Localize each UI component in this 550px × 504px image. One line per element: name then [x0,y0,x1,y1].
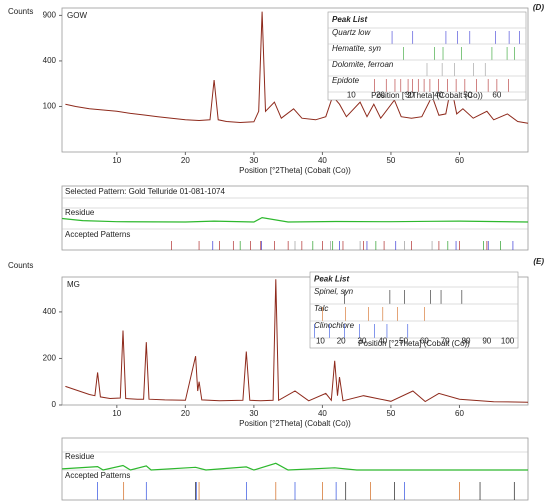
peak-axis-label: 20 [376,91,385,100]
x-axis-label: Position [°2Theta] (Cobalt (Co)) [239,419,351,428]
peak-axis-label: 40 [434,91,443,100]
plot-frame [61,7,529,153]
pattern-line [65,279,529,403]
sample-label: MG [67,280,80,289]
peak-axis-label: 40 [378,337,387,346]
x-axis-label: Position [°2Theta] (Cobalt (Co)) [239,166,351,175]
y-tick-label: 0 [52,400,57,409]
residue-line [61,216,529,223]
peak-axis-label: 100 [501,337,515,346]
phase-name: Clinochlore [314,321,355,330]
peak-axis-label: 10 [347,91,356,100]
x-tick-label: 60 [455,409,464,418]
peak-axis-label: 20 [337,337,346,346]
panel-label: (E) [533,257,544,266]
y-tick-label: 900 [43,10,57,19]
y-axis-label: Counts [8,261,33,270]
phase-name: Hematite, syn [332,44,381,53]
y-tick-label: 400 [43,56,57,65]
residue-label: Residue [65,208,95,217]
x-tick-label: 10 [112,156,121,165]
phase-name: Dolomite, ferroan [332,60,394,69]
peak-axis-label: 30 [405,91,414,100]
peak-axis-title: Position [°2Theta] (Cobalt (Co)) [371,91,483,100]
peak-axis-title: Position [°2Theta] (Cobalt (Co)) [358,339,470,348]
peak-axis-label: 80 [462,337,471,346]
peak-list-title: Peak List [314,275,349,284]
x-tick-label: 20 [181,409,190,418]
peak-list-box [327,11,527,101]
phase-name: Talc [314,304,328,313]
peak-axis-label: 90 [482,337,491,346]
x-tick-label: 30 [249,409,258,418]
residue-line [61,462,528,471]
peak-axis-label: 60 [492,91,501,100]
phase-name: Spinel, syn [314,287,354,296]
peak-axis-label: 50 [399,337,408,346]
x-tick-label: 20 [181,156,190,165]
residue-label: Residue [65,452,95,461]
y-tick-label: 400 [43,307,57,316]
x-tick-label: 40 [318,156,327,165]
phase-name: Quartz low [332,28,371,37]
peak-axis-label: 30 [358,337,367,346]
x-tick-label: 40 [318,409,327,418]
y-axis-label: Counts [8,7,33,16]
peak-axis-label: 50 [463,91,472,100]
peak-list-title: Peak List [332,15,367,24]
x-tick-label: 60 [455,156,464,165]
x-tick-label: 30 [249,156,258,165]
panel-label: (D) [533,3,544,12]
accepted-label: Accepted Patterns [65,230,130,239]
peak-axis-label: 70 [441,337,450,346]
y-tick-label: 100 [43,102,57,111]
x-tick-label: 50 [386,156,395,165]
x-tick-label: 50 [386,409,395,418]
peak-axis-label: 10 [316,337,325,346]
residue-box [61,185,529,251]
accepted-label: Accepted Patterns [65,471,130,480]
peak-axis-label: 60 [420,337,429,346]
sample-label: GOW [67,11,87,20]
selected-pattern: Selected Pattern: Gold Telluride 01-081-… [65,187,226,196]
plot-frame [61,276,529,406]
y-tick-label: 200 [43,354,57,363]
x-tick-label: 10 [112,409,121,418]
phase-name: Epidote [332,76,360,85]
